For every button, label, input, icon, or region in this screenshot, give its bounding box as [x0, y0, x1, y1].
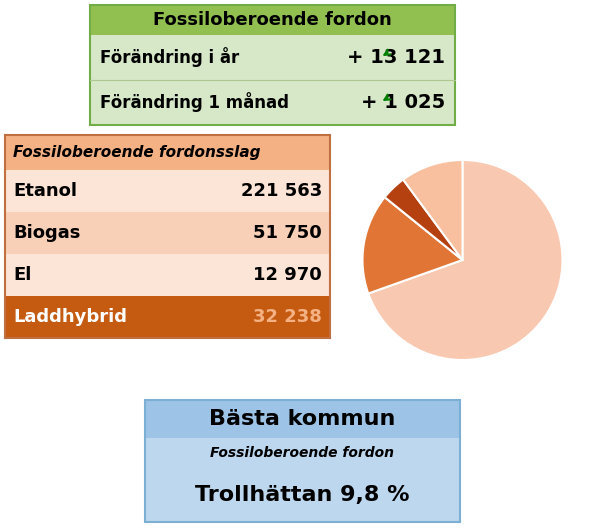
Bar: [5, 170, 330, 212]
Bar: [90, 80, 455, 125]
Text: El: El: [13, 266, 31, 284]
Bar: [145, 400, 460, 522]
Text: Förändring i år: Förändring i år: [100, 47, 239, 68]
Bar: [5, 135, 330, 338]
Text: Förändring 1 månad: Förändring 1 månad: [100, 93, 289, 112]
Bar: [145, 400, 460, 438]
Bar: [145, 438, 460, 468]
Text: + 13 121: + 13 121: [347, 48, 445, 67]
Text: 12 970: 12 970: [253, 266, 322, 284]
Text: Fossiloberoende fordon: Fossiloberoende fordon: [210, 446, 394, 460]
Bar: [90, 5, 455, 125]
Text: 51 750: 51 750: [253, 224, 322, 242]
Bar: [5, 135, 330, 170]
Text: Etanol: Etanol: [13, 182, 77, 200]
Text: Biogas: Biogas: [13, 224, 80, 242]
Text: + 1 025: + 1 025: [361, 93, 445, 112]
Bar: [90, 35, 455, 80]
Bar: [145, 468, 460, 522]
Text: Fossiloberoende fordonsslag: Fossiloberoende fordonsslag: [13, 145, 260, 160]
Bar: [5, 254, 330, 296]
Text: Bästa kommun: Bästa kommun: [209, 409, 396, 429]
Text: 221 563: 221 563: [241, 182, 322, 200]
Wedge shape: [368, 160, 563, 360]
Bar: [5, 212, 330, 254]
Text: 32 238: 32 238: [253, 308, 322, 326]
Bar: [5, 296, 330, 338]
Text: Trollhättan 9,8 %: Trollhättan 9,8 %: [195, 485, 410, 505]
Wedge shape: [385, 179, 463, 260]
Wedge shape: [362, 197, 463, 294]
Text: Laddhybrid: Laddhybrid: [13, 308, 127, 326]
Text: Fossiloberoende fordon: Fossiloberoende fordon: [153, 11, 392, 29]
Bar: [90, 5, 455, 35]
Wedge shape: [403, 160, 463, 260]
